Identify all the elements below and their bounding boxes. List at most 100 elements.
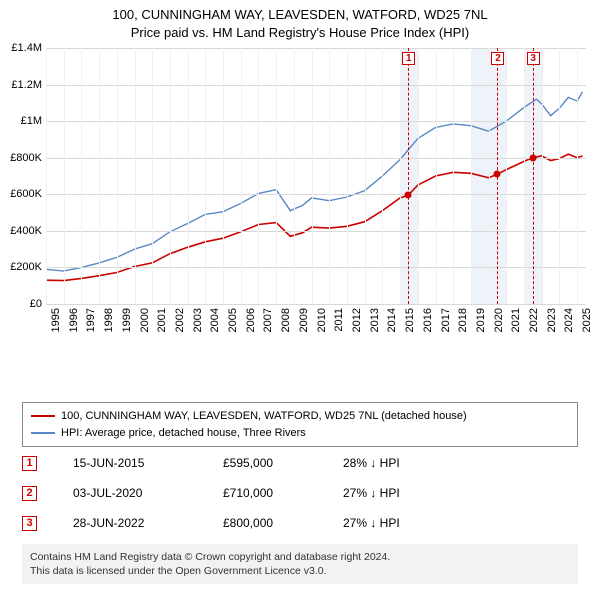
- x-axis-label: 2011: [333, 308, 345, 332]
- x-axis-label: 1998: [103, 308, 115, 332]
- gridline-vertical: [577, 48, 578, 304]
- x-axis-label: 2021: [510, 308, 522, 332]
- gridline-horizontal: [46, 231, 586, 232]
- gridline-vertical: [46, 48, 47, 304]
- gridline-vertical: [489, 48, 490, 304]
- x-axis-label: 2015: [404, 308, 416, 332]
- gridline-vertical: [559, 48, 560, 304]
- x-axis-label: 2009: [298, 308, 310, 332]
- gridline-vertical: [400, 48, 401, 304]
- legend-swatch: [31, 432, 55, 434]
- legend-item-price-paid: 100, CUNNINGHAM WAY, LEAVESDEN, WATFORD,…: [31, 408, 569, 425]
- x-axis-label: 2019: [475, 308, 487, 332]
- y-axis-label: £200K: [4, 261, 42, 273]
- plot-area: 123: [46, 48, 586, 304]
- sale-dot: [494, 171, 501, 178]
- chart-container: 100, CUNNINGHAM WAY, LEAVESDEN, WATFORD,…: [0, 0, 600, 590]
- sale-marker-line: [408, 48, 409, 304]
- sale-marker-icon: 1: [22, 456, 37, 471]
- sale-marker-badge: 1: [402, 52, 415, 65]
- gridline-vertical: [258, 48, 259, 304]
- sale-price: £710,000: [223, 486, 343, 500]
- y-axis-label: £0: [4, 298, 42, 310]
- gridline-horizontal: [46, 194, 586, 195]
- x-axis-label: 2012: [351, 308, 363, 332]
- sales-row: 3 28-JUN-2022 £800,000 27% ↓ HPI: [22, 508, 578, 538]
- gridline-vertical: [170, 48, 171, 304]
- sale-marker-badge: 3: [527, 52, 540, 65]
- legend-item-hpi: HPI: Average price, detached house, Thre…: [31, 425, 569, 442]
- gridline-vertical: [382, 48, 383, 304]
- sales-table: 1 15-JUN-2015 £595,000 28% ↓ HPI 2 03-JU…: [22, 448, 578, 538]
- x-axis-label: 2010: [316, 308, 328, 332]
- sale-marker-icon: 2: [22, 486, 37, 501]
- gridline-horizontal: [46, 267, 586, 268]
- x-axis-label: 2003: [192, 308, 204, 332]
- gridline-vertical: [188, 48, 189, 304]
- gridline-vertical: [506, 48, 507, 304]
- legend-label: 100, CUNNINGHAM WAY, LEAVESDEN, WATFORD,…: [61, 408, 467, 425]
- gridline-vertical: [542, 48, 543, 304]
- footer-line-2: This data is licensed under the Open Gov…: [30, 564, 570, 578]
- sale-date: 03-JUL-2020: [73, 486, 223, 500]
- gridline-horizontal: [46, 48, 586, 49]
- gridline-vertical: [64, 48, 65, 304]
- x-axis-label: 2023: [546, 308, 558, 332]
- x-axis-label: 2020: [493, 308, 505, 332]
- gridline-vertical: [152, 48, 153, 304]
- x-axis-label: 1999: [121, 308, 133, 332]
- x-axis-label: 2013: [369, 308, 381, 332]
- x-axis-label: 2018: [457, 308, 469, 332]
- gridline-horizontal: [46, 304, 586, 305]
- gridline-vertical: [329, 48, 330, 304]
- x-axis-label: 2008: [280, 308, 292, 332]
- y-axis-label: £800K: [4, 152, 42, 164]
- sale-hpi-delta: 28% ↓ HPI: [343, 456, 578, 470]
- gridline-vertical: [524, 48, 525, 304]
- y-axis-label: £400K: [4, 225, 42, 237]
- sale-price: £595,000: [223, 456, 343, 470]
- x-axis-label: 2014: [386, 308, 398, 332]
- gridline-vertical: [418, 48, 419, 304]
- gridline-vertical: [135, 48, 136, 304]
- gridline-vertical: [276, 48, 277, 304]
- chart-area: 123 £0£200K£400K£600K£800K£1M£1.2M£1.4M1…: [0, 44, 600, 354]
- x-axis-label: 1995: [50, 308, 62, 332]
- x-axis-label: 2001: [156, 308, 168, 332]
- gridline-vertical: [294, 48, 295, 304]
- gridline-vertical: [81, 48, 82, 304]
- gridline-vertical: [99, 48, 100, 304]
- sale-hpi-delta: 27% ↓ HPI: [343, 486, 578, 500]
- sales-row: 1 15-JUN-2015 £595,000 28% ↓ HPI: [22, 448, 578, 478]
- x-axis-label: 2025: [581, 308, 593, 332]
- gridline-vertical: [223, 48, 224, 304]
- gridline-vertical: [365, 48, 366, 304]
- x-axis-label: 2007: [262, 308, 274, 332]
- footer-line-1: Contains HM Land Registry data © Crown c…: [30, 550, 570, 564]
- y-axis-label: £600K: [4, 188, 42, 200]
- gridline-vertical: [312, 48, 313, 304]
- sale-dot: [405, 192, 412, 199]
- gridline-horizontal: [46, 85, 586, 86]
- sale-hpi-delta: 27% ↓ HPI: [343, 516, 578, 530]
- x-axis-label: 2002: [174, 308, 186, 332]
- x-axis-label: 2022: [528, 308, 540, 332]
- x-axis-label: 2005: [227, 308, 239, 332]
- y-axis-label: £1.4M: [4, 42, 42, 54]
- sale-date: 28-JUN-2022: [73, 516, 223, 530]
- line-paths: [46, 48, 586, 304]
- x-axis-label: 2016: [422, 308, 434, 332]
- x-axis-label: 2017: [440, 308, 452, 332]
- gridline-vertical: [471, 48, 472, 304]
- gridline-horizontal: [46, 121, 586, 122]
- series-hpi: [46, 92, 583, 271]
- x-axis-label: 1996: [68, 308, 80, 332]
- x-axis-label: 2000: [139, 308, 151, 332]
- gridline-vertical: [241, 48, 242, 304]
- sale-marker-icon: 3: [22, 516, 37, 531]
- legend: 100, CUNNINGHAM WAY, LEAVESDEN, WATFORD,…: [22, 402, 578, 447]
- gridline-vertical: [117, 48, 118, 304]
- sales-row: 2 03-JUL-2020 £710,000 27% ↓ HPI: [22, 478, 578, 508]
- sale-date: 15-JUN-2015: [73, 456, 223, 470]
- series-price_paid: [46, 154, 583, 281]
